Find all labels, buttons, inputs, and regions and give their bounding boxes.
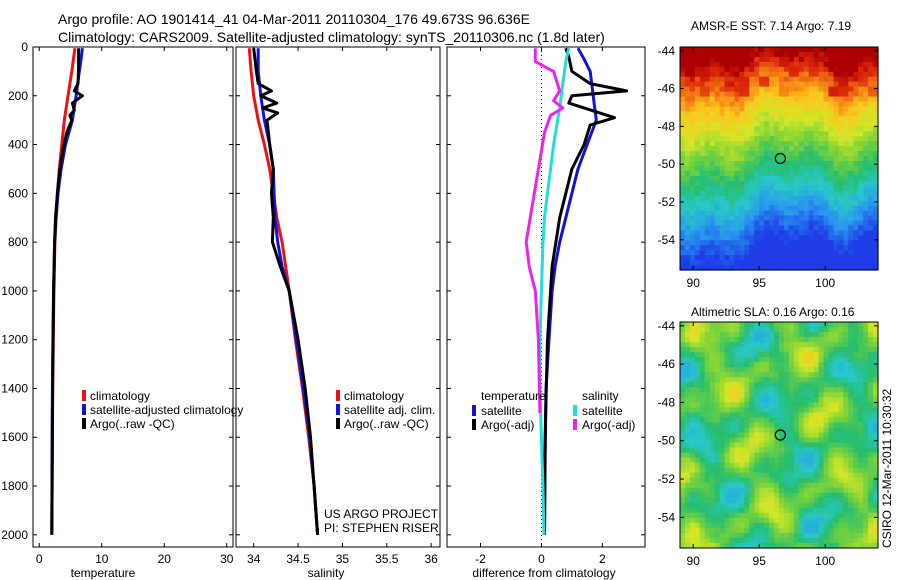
x-axis-label: temperature: [71, 566, 136, 580]
y-tick-label: 1800: [1, 479, 28, 493]
float-position-marker: [774, 429, 786, 441]
sla-map: Altimetric SLA: 0.16 Argo: 0.16 90 95 100 -4…: [658, 305, 879, 568]
map-title: AMSR-E SST: 7.14 Argo: 7.19: [691, 19, 851, 33]
y-tick-label: -48: [658, 119, 676, 133]
legend-swatch: [336, 418, 340, 429]
salinity-panel-frame: [235, 46, 441, 548]
legend-label: climatology: [344, 389, 404, 403]
y-tick-label: 1600: [1, 430, 28, 444]
x-tick-label: 34.5: [286, 552, 310, 566]
legend-swatch: [82, 404, 86, 415]
y-tick-label: -44: [658, 319, 676, 333]
legend-swatch: [336, 404, 340, 415]
series-line-climatology: [247, 48, 320, 535]
y-tick-label: 1400: [1, 381, 28, 395]
legend-label: Argo(..raw -QC): [90, 417, 175, 431]
y-tick-label: 400: [8, 138, 28, 152]
x-tick-label: 35.5: [375, 552, 399, 566]
series-line-satellite-adjusted-climatology: [50, 48, 84, 535]
legend-label: satellite-adjusted climatology: [90, 403, 243, 417]
series-line-argo-raw-qc-: [50, 48, 84, 535]
x-tick-label: 36: [424, 552, 438, 566]
sst-map-field: [680, 47, 879, 271]
y-tick-label: -54: [658, 233, 676, 247]
x-tick-label: 30: [220, 552, 234, 566]
series-line-temperature-satellite: [543, 47, 598, 535]
x-tick-label: 90: [687, 554, 701, 568]
legend-label: Argo(..raw -QC): [344, 417, 429, 431]
y-tick-label: -50: [658, 157, 676, 171]
annotation-text: PI: STEPHEN RISER: [324, 521, 439, 535]
y-tick-label: 1000: [1, 284, 28, 298]
x-axis-label: salinity: [308, 566, 345, 580]
sla-map-frame: [679, 321, 879, 549]
temperature-panel: 0 10 20 30 0 200 400 600 800 1000 1200 1400 1600 1800…: [1, 40, 243, 580]
x-tick-label: -2: [475, 552, 486, 566]
legend-swatch: [336, 390, 340, 401]
legend-label: satellite: [582, 404, 623, 418]
float-position-marker: [774, 152, 786, 165]
y-tick-label: 2000: [1, 528, 28, 542]
legend-swatch: [82, 418, 86, 429]
x-tick-label: 95: [753, 276, 767, 290]
series-line-salinity-argo-adj-: [524, 48, 565, 413]
x-axis-label: difference from climatology: [472, 566, 615, 580]
sst-map: AMSR-E SST: 7.14 Argo: 7.19 90 95 100 -44 -46…: [658, 19, 879, 290]
y-tick-label: 800: [8, 235, 28, 249]
x-tick-label: 0: [538, 552, 545, 566]
legend-swatch: [472, 419, 476, 430]
x-tick-label: 10: [95, 552, 109, 566]
sla-map-field: [680, 322, 879, 549]
legend-label: Argo(-adj): [582, 418, 635, 432]
salinity-panel: 34 34.5 35 35.5 36 salinity climatologysatelli…: [235, 46, 441, 580]
series-line-argo-raw-qc-: [252, 48, 320, 535]
legend-swatch: [573, 419, 577, 430]
y-tick-label: 0: [21, 40, 28, 54]
x-tick-label: 100: [815, 554, 835, 568]
x-tick-label: 0: [36, 552, 43, 566]
y-tick-label: 600: [8, 186, 28, 200]
figure-title-line1: Argo profile: AO 1901414_41 04-Mar-2011 …: [58, 11, 530, 27]
y-tick-label: -48: [658, 395, 676, 409]
x-tick-label: 90: [687, 276, 701, 290]
temperature-panel-frame: [32, 46, 234, 548]
legend: temperaturesatelliteArgo(-adj)salinitysa…: [472, 389, 635, 432]
legend-label: Argo(-adj): [481, 418, 534, 432]
legend-label: satellite adj. clim.: [344, 403, 435, 417]
series-line-salinity-satellite: [538, 47, 571, 535]
series-line-temperature-argo-adj-: [543, 47, 629, 535]
legend-swatch: [472, 405, 476, 416]
x-tick-label: 2: [599, 552, 606, 566]
x-tick-label: 35: [336, 552, 350, 566]
y-tick-label: -54: [658, 510, 676, 524]
y-tick-label: -50: [658, 434, 676, 448]
y-tick-label: -52: [658, 195, 676, 209]
map-title: Altimetric SLA: 0.16 Argo: 0.16: [691, 305, 855, 319]
y-tick-label: -46: [658, 357, 676, 371]
y-tick-label: 1200: [1, 333, 28, 347]
x-tick-label: 34: [247, 552, 261, 566]
x-tick-label: 20: [158, 552, 172, 566]
difference-panel-frame: [446, 46, 646, 548]
y-tick-label: -52: [658, 472, 676, 486]
sst-map-frame: [679, 46, 879, 271]
y-tick-label: 200: [8, 89, 28, 103]
x-tick-label: 100: [815, 276, 835, 290]
y-tick-label: -44: [658, 44, 676, 58]
legend-label: satellite: [481, 404, 522, 418]
y-tick-label: -46: [658, 82, 676, 96]
legend-group-title: temperature: [481, 389, 546, 403]
figure-title-line2: Climatology: CARS2009. Satellite-adjuste…: [58, 29, 605, 45]
legend-swatch: [82, 390, 86, 401]
legend-swatch: [573, 405, 577, 416]
annotation-text: US ARGO PROJECT: [324, 507, 439, 521]
legend-label: climatology: [90, 389, 150, 403]
x-tick-label: 95: [753, 554, 767, 568]
timestamp-stamp: CSIRO 12-Mar-2011 10:30:32: [880, 388, 894, 548]
legend-group-title: salinity: [582, 389, 619, 403]
